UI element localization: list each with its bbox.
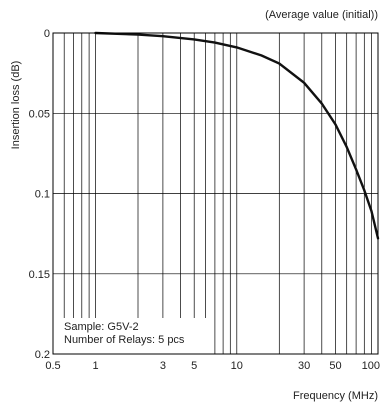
chart-subtitle: (Average value (initial)): [265, 9, 378, 21]
x-tick-label: 3: [160, 360, 166, 372]
x-tick-label: 10: [231, 360, 243, 372]
x-tick-label: 30: [298, 360, 310, 372]
annotation-relays: Number of Relays: 5 pcs: [64, 334, 185, 346]
x-tick-labels: 0.5 1 3 5 10 30 50 100: [45, 360, 380, 372]
x-tick-label: 1: [92, 360, 98, 372]
y-axis-label: Insertion loss (dB): [10, 61, 22, 150]
y-tick-label: 0.15: [29, 269, 50, 281]
x-tick-label: 0.5: [45, 360, 60, 372]
y-tick-label: 0: [44, 28, 50, 40]
grid-lines: [53, 33, 378, 354]
y-tick-label: 0.05: [29, 108, 50, 120]
y-tick-label: 0.2: [35, 349, 50, 361]
x-tick-label: 100: [362, 360, 380, 372]
series-line: [94, 31, 380, 240]
x-tick-label: 5: [191, 360, 197, 372]
annotation-box: [62, 318, 212, 354]
x-axis-label: Frequency (MHz): [293, 390, 378, 402]
plot-frame: [52, 32, 379, 355]
y-tick-labels: 0 0.05 0.1 0.15 0.2: [29, 28, 50, 361]
x-tick-label: 50: [329, 360, 341, 372]
annotation-sample: Sample: G5V-2: [64, 321, 139, 333]
y-tick-label: 0.1: [35, 189, 50, 201]
